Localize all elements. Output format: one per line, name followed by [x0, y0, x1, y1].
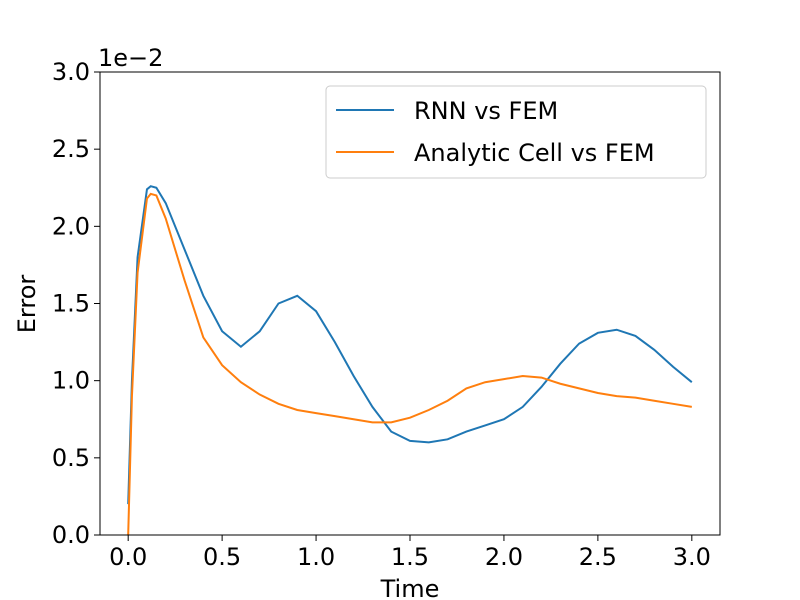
y-tick-label: 1.0	[52, 367, 90, 395]
x-tick-label: 0.5	[203, 543, 241, 571]
y-tick-label: 2.5	[52, 135, 90, 163]
y-tick-label: 0.5	[52, 444, 90, 472]
y-axis-label: Error	[13, 275, 41, 334]
y-offset-label: 1e−2	[98, 44, 163, 72]
y-tick-label: 0.0	[52, 521, 90, 549]
x-tick-label: 0.0	[109, 543, 147, 571]
legend-box	[325, 85, 707, 179]
line-series	[127, 192, 692, 536]
line-series	[127, 185, 693, 505]
y-tick-label: 3.0	[52, 58, 90, 86]
y-tick-label: 1.5	[52, 290, 90, 318]
x-tick-label: 1.0	[297, 543, 335, 571]
legend-label: RNN vs FEM	[414, 97, 558, 125]
x-tick-label: 2.0	[485, 543, 523, 571]
y-tick-label: 2.0	[52, 212, 90, 240]
x-axis-label: Time	[380, 575, 440, 600]
x-tick-label: 3.0	[673, 543, 711, 571]
plot-frame	[99, 71, 721, 536]
legend-label: Analytic Cell vs FEM	[414, 139, 655, 167]
x-tick-label: 2.5	[579, 543, 617, 571]
x-tick-label: 1.5	[391, 543, 429, 571]
